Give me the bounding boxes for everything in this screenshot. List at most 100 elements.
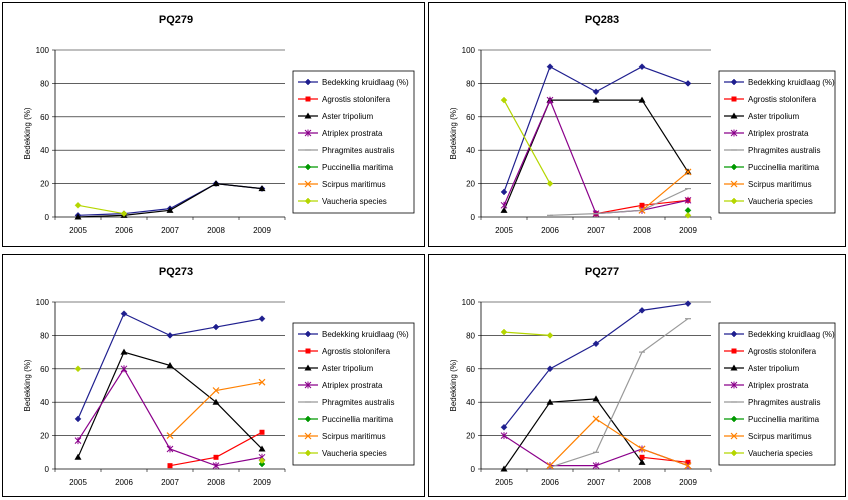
series-atriplex-prostrata — [74, 365, 266, 470]
legend-label: Agrostis stolonifera — [748, 95, 817, 104]
legend-marker — [731, 348, 737, 354]
legend-item: Scirpus maritimus — [298, 432, 386, 441]
data-point — [212, 323, 220, 331]
y-tick-label: 100 — [36, 298, 50, 307]
x-tick-label: 2008 — [207, 226, 225, 235]
legend-marker — [304, 364, 312, 371]
series-aster-tripolium — [74, 180, 266, 220]
chart-panel-pq279: PQ279 0 20 40 60 80 100 2005 2006 2007 2008 2009 Bed… — [2, 2, 425, 247]
legend-label: Scirpus maritimus — [322, 180, 386, 189]
y-tick-label: 40 — [466, 146, 475, 155]
legend-marker — [730, 197, 738, 205]
chart-panel-pq283: PQ283 0 20 40 60 80 100 2005 2006 2007 2008 2009 Bed… — [428, 2, 846, 247]
legend-label: Scirpus maritimus — [748, 180, 812, 189]
data-point — [638, 445, 646, 453]
data-point — [500, 465, 508, 472]
data-point — [120, 210, 128, 218]
data-point — [500, 201, 508, 209]
data-point — [166, 432, 174, 440]
legend-label: Phragmites australis — [748, 146, 820, 155]
legend-marker — [730, 78, 738, 86]
legend-marker — [304, 197, 312, 205]
legend-item: Atriplex prostrata — [724, 129, 809, 138]
series-line — [549, 188, 689, 216]
data-point — [546, 462, 554, 470]
legend-item: Scirpus maritimus — [724, 432, 812, 441]
legend-item: Phragmites australis — [298, 398, 394, 407]
data-point — [500, 96, 508, 104]
chart-title: PQ283 — [585, 14, 619, 26]
data-point — [684, 462, 692, 470]
legend-item: Vaucheria species — [724, 197, 813, 206]
data-point — [74, 213, 82, 220]
legend-label: Puccinellia maritima — [322, 415, 394, 424]
y-tick-label: 20 — [466, 432, 475, 441]
data-point — [120, 310, 128, 318]
legend-label: Atriplex prostrata — [322, 129, 383, 138]
y-axis-label: Bedekking (%) — [23, 107, 32, 159]
series-bedekking-kruidlaag — [74, 310, 266, 423]
data-point — [500, 423, 508, 431]
data-point — [592, 462, 600, 470]
legend-item: Phragmites australis — [298, 146, 394, 155]
data-point — [684, 196, 692, 204]
legend-marker — [304, 449, 312, 457]
x-tick-label: 2007 — [161, 226, 179, 235]
legend-item: Agrostis stolonifera — [724, 347, 817, 356]
legend-label: Aster tripolium — [322, 364, 373, 373]
legend-marker — [730, 449, 738, 457]
legend-item: Phragmites australis — [724, 146, 820, 155]
data-point — [212, 180, 220, 187]
chart-panel-pq277: PQ277 0 20 40 60 80 100 2005 2006 2007 2008 2009 Bed… — [428, 254, 846, 497]
data-point — [500, 188, 508, 196]
legend-label: Scirpus maritimus — [748, 432, 812, 441]
legend: Bedekking kruidlaag (%) Agrostis stolonif… — [292, 322, 415, 466]
legend-item: Aster tripolium — [298, 112, 373, 121]
data-point — [684, 168, 692, 176]
data-point — [639, 454, 645, 460]
data-point — [120, 365, 128, 373]
series-vaucheria-species — [500, 96, 692, 219]
data-point — [258, 445, 266, 452]
x-tick-label: 2008 — [207, 478, 225, 487]
legend-marker — [730, 330, 738, 338]
x-tick-label: 2007 — [587, 226, 605, 235]
legend-label: Atriplex prostrata — [748, 129, 809, 138]
legend-item: Puccinellia maritima — [724, 415, 820, 424]
data-point — [258, 185, 266, 192]
legend-marker — [305, 96, 311, 102]
legend-item: Vaucheria species — [298, 449, 387, 458]
legend-label: Scirpus maritimus — [322, 432, 386, 441]
data-point — [592, 340, 600, 348]
legend-marker — [304, 381, 312, 389]
y-tick-label: 20 — [40, 432, 49, 441]
x-tick-label: 2005 — [69, 478, 87, 487]
series-line — [549, 418, 689, 467]
chart-title: PQ277 — [585, 266, 619, 278]
legend-item: Scirpus maritimus — [298, 180, 386, 189]
x-tick-label: 2007 — [161, 478, 179, 487]
series-bedekking-kruidlaag — [500, 300, 692, 431]
legend-marker — [730, 112, 738, 119]
series-line — [503, 435, 689, 467]
y-tick-label: 80 — [466, 79, 475, 88]
y-tick-label: 60 — [466, 113, 475, 122]
legend-marker — [304, 112, 312, 119]
legend-item: Agrostis stolonifera — [298, 347, 391, 356]
data-point — [258, 378, 266, 386]
data-point — [592, 415, 600, 423]
legend-item: Aster tripolium — [298, 364, 373, 373]
series-line — [503, 398, 643, 470]
legend-label: Puccinellia maritima — [748, 415, 820, 424]
data-point — [258, 457, 266, 465]
data-point — [120, 348, 128, 355]
data-point — [546, 63, 554, 71]
legend-label: Vaucheria species — [322, 449, 387, 458]
data-point — [684, 300, 692, 308]
data-point — [546, 365, 554, 373]
series-vaucheria-species — [74, 365, 266, 465]
series-scirpus-maritimus — [546, 415, 692, 470]
data-point — [212, 398, 220, 405]
legend-box — [292, 322, 415, 466]
series-vaucheria-species — [74, 201, 128, 218]
